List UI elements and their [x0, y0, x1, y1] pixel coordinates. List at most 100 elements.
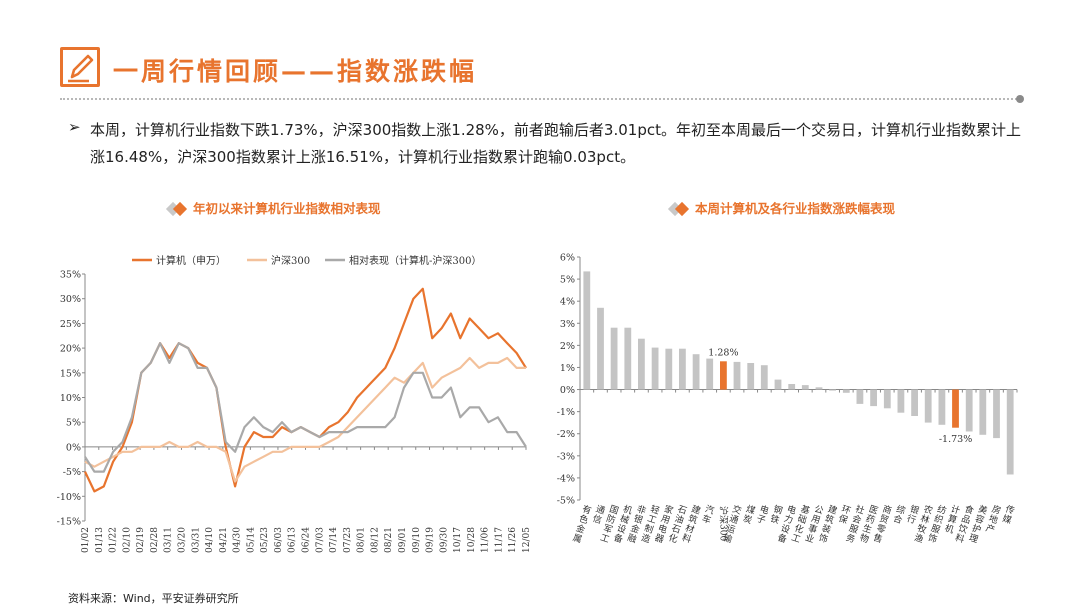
- divider-end-dot: [1016, 95, 1024, 103]
- category-label: 美容护理: [967, 503, 989, 546]
- pen-edit-icon: [68, 54, 94, 83]
- category-label: 环保: [837, 504, 852, 527]
- page-title: 一周行情回顾——指数涨跌幅: [113, 57, 478, 86]
- bar-26: [938, 389, 946, 425]
- category-label: 社会服务: [845, 503, 867, 546]
- category-label: 通信: [591, 504, 606, 527]
- bar-8: [692, 354, 700, 390]
- x-tick-label: 05/14: [246, 527, 256, 553]
- x-tick-label: 06/03: [274, 527, 284, 553]
- series-line-1: [84, 356, 526, 483]
- bar-24: [911, 389, 918, 416]
- category-label: 医药生物: [858, 504, 879, 546]
- legend-label-0: 计算机（申万）: [156, 254, 226, 267]
- y-tick-label: -5%: [557, 496, 575, 507]
- x-tick-label: 10/17: [453, 527, 463, 553]
- bar-14: [774, 379, 782, 390]
- x-tick-label: 04/21: [219, 527, 229, 553]
- x-tick-label: 11/26: [508, 527, 518, 553]
- category-label: 煤炭: [741, 503, 756, 527]
- summary-text: 本周，计算机行业指数下跌1.73%，沪深300指数上涨1.28%，前者跑输后者3…: [90, 121, 1021, 166]
- bar-13: [760, 365, 768, 390]
- bar-22: [883, 389, 891, 409]
- y-tick-label: -2%: [557, 429, 575, 440]
- y-tick-label: 35%: [60, 270, 81, 281]
- y-tick-label: 0%: [560, 385, 575, 396]
- right-chart-title: 本周计算机及各行业指数涨跌幅表现: [695, 201, 896, 216]
- category-label: 电子: [755, 503, 770, 527]
- category-label: 纺织服饰: [926, 503, 948, 546]
- y-tick-label: 5%: [560, 275, 575, 286]
- y-tick-label: -3%: [557, 451, 575, 462]
- bar-17: [815, 387, 823, 390]
- y-tick-label: -10%: [57, 492, 81, 503]
- y-tick-label: 6%: [560, 253, 575, 264]
- bar-7: [679, 348, 686, 390]
- x-tick-label: 01/02: [81, 527, 91, 553]
- x-tick-label: 06/24: [302, 527, 312, 553]
- category-label: 计算机: [943, 503, 961, 536]
- left-chart-title: 年初以来计算机行业指数相对表现: [193, 201, 381, 216]
- x-tick-label: 08/21: [384, 527, 394, 553]
- series-line-0: [84, 287, 527, 493]
- legend-label-1: 沪深300: [271, 254, 310, 267]
- y-tick-label: 10%: [60, 393, 81, 404]
- bar-21: [870, 389, 877, 407]
- x-tick-label: 03/31: [191, 527, 201, 553]
- x-tick-label: 01/13: [95, 527, 105, 553]
- bar-2: [610, 327, 618, 390]
- data-label: 1.28%: [708, 347, 738, 358]
- category-label: 基础化工: [790, 503, 812, 546]
- x-tick-label: 07/03: [315, 527, 325, 553]
- y-tick-label: -15%: [57, 517, 81, 528]
- x-tick-label: 07/14: [329, 527, 339, 553]
- bar-31: [1006, 389, 1014, 475]
- category-label: 建筑材料: [681, 503, 703, 546]
- x-tick-label: 10/28: [467, 527, 477, 553]
- bar-6: [665, 348, 673, 390]
- x-tick-label: 03/11: [164, 527, 174, 553]
- x-tick-label: 09/30: [439, 527, 449, 553]
- bar-10: [720, 361, 727, 390]
- bar-27: [952, 389, 959, 428]
- category-label: 非银金融: [626, 503, 648, 546]
- bullet-arrow-icon: ➢: [68, 118, 81, 136]
- x-tick-label: 11/17: [494, 527, 504, 553]
- bar-chart: 6% 5% 4% 3% 2% 1% 0% -1% -2% -3% -4% -5%有色金属通信国防军工机…: [557, 253, 1018, 546]
- bar-28: [965, 389, 973, 432]
- category-label: 传媒: [1001, 503, 1016, 527]
- x-tick-label: 03/20: [177, 527, 187, 553]
- x-tick-label: 02/28: [150, 527, 160, 553]
- x-tick-label: 05/23: [260, 527, 270, 553]
- y-tick-label: 5%: [66, 418, 81, 429]
- x-tick-label: 02/19: [136, 527, 146, 553]
- x-tick-label: 09/10: [412, 527, 422, 553]
- category-label: 轻工制造: [640, 503, 662, 546]
- category-label: 交通运输: [722, 503, 744, 546]
- bar-25: [924, 389, 932, 423]
- category-label: 建筑装饰: [817, 503, 839, 546]
- x-tick-label: 09/19: [426, 527, 436, 553]
- category-label: 电力设备: [776, 503, 798, 546]
- y-tick-label: 1%: [560, 363, 575, 374]
- x-tick-label: 02/10: [122, 527, 132, 553]
- y-tick-label: -5%: [63, 467, 81, 478]
- bar-3: [624, 327, 632, 390]
- y-tick-label: 30%: [60, 294, 81, 305]
- bar-4: [638, 338, 645, 390]
- category-label: 石油石化: [667, 505, 688, 546]
- x-tick-label: 04/30: [233, 527, 243, 553]
- category-label: 家用电器: [653, 503, 675, 546]
- logo-icon-box: [60, 47, 100, 87]
- y-tick-label: -1%: [557, 407, 575, 418]
- y-tick-label: 2%: [560, 341, 575, 352]
- bar-11: [733, 361, 741, 390]
- category-label: 商贸零售: [872, 503, 894, 546]
- x-tick-label: 09/01: [398, 527, 408, 553]
- bar-30: [993, 389, 1000, 439]
- category-label: 农林牧渔: [913, 503, 935, 546]
- bar-9: [706, 358, 714, 390]
- legend-label-2: 相对表现（计算机-沪深300）: [349, 254, 481, 267]
- category-label: 房地产: [984, 503, 1002, 536]
- y-tick-label: 0%: [66, 442, 81, 453]
